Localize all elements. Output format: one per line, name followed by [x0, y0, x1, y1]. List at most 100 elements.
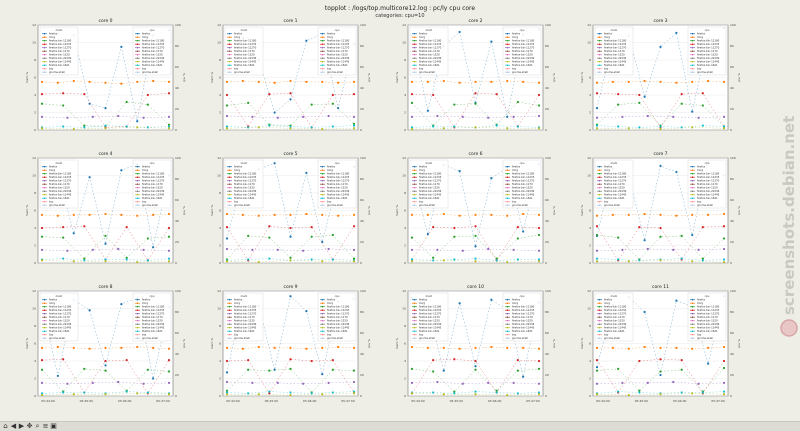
- legend-marker: [43, 337, 46, 340]
- legend-marker: [691, 197, 694, 199]
- legend-title: mem: [241, 29, 248, 32]
- data-point-Xorg: [120, 213, 123, 216]
- subplots-icon[interactable]: ≡: [42, 422, 49, 430]
- zoom-icon[interactable]: ⌕: [35, 422, 40, 430]
- legend-marker: [506, 169, 509, 171]
- y-tick-right-label: 0: [730, 261, 732, 265]
- subplot-core-4: core 4 0 2 4 6 8 10 12 0 20 40 60 80 100 mem % cpu % mem…: [25, 151, 186, 265]
- legend-entry: firefox: [512, 298, 521, 302]
- legend-entry: firefox-bin-22236: [512, 56, 535, 60]
- legend-marker: [506, 316, 509, 319]
- data-point-firefox-bin-11180: [516, 369, 519, 372]
- series-line-firefox-bin-11445: [597, 127, 725, 130]
- series-line-firefox-bin-11445: [226, 260, 354, 263]
- legend-entry: firefox-bin-1170: [327, 182, 348, 186]
- y-tick-left-label: 2: [404, 244, 406, 248]
- series-line-Xorg: [41, 80, 170, 84]
- legend-marker: [598, 305, 601, 308]
- y-tick-left-label: 6: [404, 342, 406, 346]
- data-point-firefox: [522, 375, 525, 378]
- y-tick-right-label: 0: [360, 128, 362, 132]
- data-point-firefox-bin-11270: [40, 115, 44, 118]
- legend-marker: [228, 330, 231, 333]
- legend-cpu: cpufirefoxXorgfirefox-bin-11180firefox-b…: [502, 292, 542, 342]
- legend-marker: [43, 204, 46, 206]
- y-tick-right-label: 0: [175, 128, 177, 132]
- legend-entry: firefox-bin-11270: [697, 46, 720, 50]
- legend-entry: firefox-bin-11233: [697, 42, 720, 46]
- legend-entry: firefox-bin-11180: [419, 39, 442, 43]
- y-tick-left-label: 6: [34, 209, 36, 213]
- series-line-firefox-bin-11233: [226, 359, 355, 394]
- legend-entry: firefox-bin-11445: [49, 193, 72, 197]
- legend-entry: firefox-bin-11445: [327, 193, 350, 197]
- legend-marker: [598, 319, 601, 322]
- legend-entry: firefox-bin-1170: [234, 49, 255, 53]
- forward-arrow-icon[interactable]: ▶: [18, 422, 25, 430]
- legend-entry: firefox-bin-11233: [327, 175, 350, 179]
- legend-marker: [691, 326, 694, 329]
- y-tick-left-label: 8: [219, 58, 221, 62]
- back-arrow-icon[interactable]: ◀: [10, 422, 17, 430]
- home-icon[interactable]: ⌂: [3, 422, 8, 430]
- legend-entry: firefox-bin-11233: [419, 175, 442, 179]
- legend-entry: firefox: [604, 32, 613, 36]
- legend-marker: [691, 305, 694, 308]
- legend-marker: [136, 309, 139, 312]
- legend-entry: firefox-bin-22236: [697, 56, 720, 60]
- data-point-firefox-bin-11180: [537, 367, 541, 370]
- legend-marker: [413, 193, 416, 196]
- legend-entry: firefox-bin-1520: [234, 186, 255, 190]
- y-tick-left-label: 6: [34, 76, 36, 80]
- series-line-firefox: [411, 29, 540, 117]
- legend-marker: [691, 337, 694, 340]
- legend-marker: [691, 298, 694, 301]
- legend-entry: firefox-bin-11445: [697, 193, 720, 197]
- legend-entry: firefox-bin-11445: [234, 193, 257, 197]
- legend-entry: firefox-bin-1520: [327, 53, 348, 57]
- y-axis-right-label: cpu %: [182, 339, 186, 348]
- legend-entry: Xorg: [327, 301, 333, 305]
- y-tick-left-label: 8: [589, 191, 591, 195]
- legend-entry: firefox-bin-1621: [327, 63, 348, 67]
- legend-entry: firefox-bin-11270: [234, 46, 257, 50]
- legend-entry: firefox-bin-11233: [327, 308, 350, 312]
- legend-title: cpu: [335, 295, 340, 298]
- legend-entry: gnome-shell: [697, 336, 713, 340]
- legend-marker: [413, 333, 416, 336]
- legend-marker: [413, 312, 416, 315]
- y-tick-left-label: 10: [402, 174, 406, 178]
- legend-entry: firefox-bin-22236: [512, 189, 535, 193]
- legend-entry: firefox-bin-1621: [327, 196, 348, 200]
- legend-marker: [413, 316, 416, 319]
- legend-marker: [506, 183, 509, 185]
- legend-entry: Xorg: [49, 35, 55, 39]
- legend-entry: firefox-bin-1621: [234, 196, 255, 200]
- legend-marker: [136, 67, 139, 70]
- legend-entry: firefox: [512, 165, 521, 169]
- legend-entry: firefox-bin-1621: [234, 329, 255, 333]
- pan-icon[interactable]: ✥: [26, 422, 33, 430]
- legend-entry: firefox-bin-22236: [49, 322, 72, 326]
- legend-entry: firefox-bin-1621: [49, 63, 70, 67]
- legend-entry: firefox-bin-1170: [604, 315, 625, 319]
- data-point-firefox-bin-11180: [167, 370, 171, 373]
- legend-entry: firefox-bin-1170: [327, 49, 348, 53]
- legend-mem: memfirefoxXorgfirefox-bin-11180firefox-b…: [409, 292, 449, 342]
- data-point-firefox-bin-11445: [410, 128, 414, 131]
- y-axis-left-label: mem %: [395, 338, 399, 350]
- legend-marker: [321, 50, 324, 52]
- legend-marker: [136, 323, 139, 326]
- legend-cpu: cpufirefoxXorgfirefox-bin-11180firefox-b…: [132, 159, 172, 209]
- data-point-firefox-bin-11270: [302, 382, 305, 385]
- legend-marker: [321, 323, 324, 326]
- legend-entry: firefox-bin-22236: [697, 189, 720, 193]
- legend-marker: [228, 64, 231, 66]
- y-tick-right-label: 80: [730, 177, 734, 181]
- series-line-Xorg: [596, 213, 725, 217]
- legend-entry: top: [49, 200, 54, 204]
- legend-cpu: cpufirefoxXorgfirefox-bin-11180firefox-b…: [317, 159, 357, 209]
- save-icon[interactable]: ▣: [50, 422, 57, 430]
- y-tick-right-label: 40: [360, 86, 364, 90]
- legend-entry: firefox-bin-1621: [697, 329, 718, 333]
